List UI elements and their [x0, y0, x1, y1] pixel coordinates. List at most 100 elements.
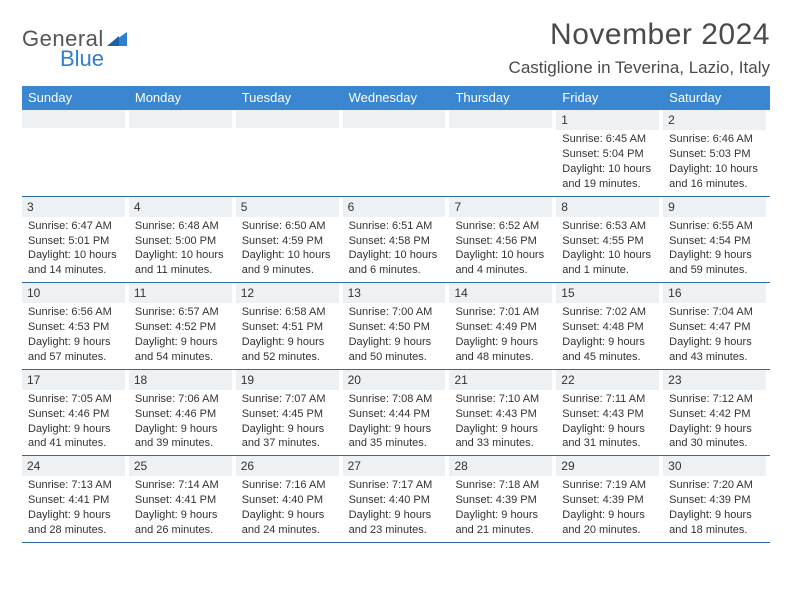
- sunset-text: Sunset: 4:58 PM: [347, 234, 446, 249]
- day-number: 16: [663, 283, 766, 303]
- daylight-text: Daylight: 9 hours: [347, 335, 446, 350]
- day-number: 19: [236, 370, 339, 390]
- day-cell: 1Sunrise: 6:45 AMSunset: 5:04 PMDaylight…: [556, 110, 663, 196]
- day-cell: 3Sunrise: 6:47 AMSunset: 5:01 PMDaylight…: [22, 197, 129, 283]
- sunset-text: Sunset: 4:46 PM: [133, 407, 232, 422]
- daylight-text: and 20 minutes.: [560, 523, 659, 538]
- sunrise-text: Sunrise: 7:10 AM: [453, 392, 552, 407]
- day-number: 17: [22, 370, 125, 390]
- sunrise-text: Sunrise: 6:52 AM: [453, 219, 552, 234]
- day-number: 23: [663, 370, 766, 390]
- sunset-text: Sunset: 4:52 PM: [133, 320, 232, 335]
- day-cell: 5Sunrise: 6:50 AMSunset: 4:59 PMDaylight…: [236, 197, 343, 283]
- daylight-text: and 31 minutes.: [560, 436, 659, 451]
- sunrise-text: Sunrise: 7:13 AM: [26, 478, 125, 493]
- daylight-text: Daylight: 10 hours: [667, 162, 766, 177]
- day-details: Sunrise: 7:04 AMSunset: 4:47 PMDaylight:…: [663, 305, 766, 364]
- logo: General Blue: [22, 18, 127, 70]
- daylight-text: Daylight: 9 hours: [560, 508, 659, 523]
- sunset-text: Sunset: 4:43 PM: [453, 407, 552, 422]
- sunset-text: Sunset: 4:39 PM: [560, 493, 659, 508]
- daylight-text: and 43 minutes.: [667, 350, 766, 365]
- daylight-text: and 35 minutes.: [347, 436, 446, 451]
- daylight-text: Daylight: 9 hours: [667, 248, 766, 263]
- daylight-text: Daylight: 10 hours: [240, 248, 339, 263]
- daylight-text: and 28 minutes.: [26, 523, 125, 538]
- daylight-text: Daylight: 9 hours: [240, 335, 339, 350]
- day-number: [129, 110, 232, 128]
- sunset-text: Sunset: 4:46 PM: [26, 407, 125, 422]
- day-number: 8: [556, 197, 659, 217]
- sunrise-text: Sunrise: 7:12 AM: [667, 392, 766, 407]
- day-number: [22, 110, 125, 128]
- sunrise-text: Sunrise: 7:05 AM: [26, 392, 125, 407]
- day-details: Sunrise: 6:46 AMSunset: 5:03 PMDaylight:…: [663, 132, 766, 191]
- daylight-text: Daylight: 10 hours: [26, 248, 125, 263]
- day-details: Sunrise: 6:57 AMSunset: 4:52 PMDaylight:…: [129, 305, 232, 364]
- sunset-text: Sunset: 5:03 PM: [667, 147, 766, 162]
- week-row: 17Sunrise: 7:05 AMSunset: 4:46 PMDayligh…: [22, 370, 770, 457]
- day-number: [343, 110, 446, 128]
- sunrise-text: Sunrise: 6:58 AM: [240, 305, 339, 320]
- day-header: Tuesday: [236, 86, 343, 110]
- day-number: 12: [236, 283, 339, 303]
- day-cell: 29 Sunrise: 7:19 AMSunset: 4:39 PMDayligh…: [556, 456, 663, 542]
- sunrise-text: Sunrise: 7:20 AM: [667, 478, 766, 493]
- day-details: Sunrise: 7:18 AMSunset: 4:39 PMDaylight:…: [449, 478, 552, 537]
- sunrise-text: Sunrise: 7:19 AM: [560, 478, 659, 493]
- day-number: 10: [22, 283, 125, 303]
- day-cell: 15Sunrise: 7:02 AMSunset: 4:48 PMDayligh…: [556, 283, 663, 369]
- sunrise-text: Sunrise: 7:16 AM: [240, 478, 339, 493]
- daylight-text: and 33 minutes.: [453, 436, 552, 451]
- day-details: Sunrise: 6:53 AMSunset: 4:55 PMDaylight:…: [556, 219, 659, 278]
- day-number: 1: [556, 110, 659, 130]
- daylight-text: Daylight: 10 hours: [560, 162, 659, 177]
- day-header-row: SundayMondayTuesdayWednesdayThursdayFrid…: [22, 86, 770, 110]
- sunrise-text: Sunrise: 7:01 AM: [453, 305, 552, 320]
- day-cell: 25Sunrise: 7:14 AMSunset: 4:41 PMDayligh…: [129, 456, 236, 542]
- day-details: Sunrise: 7:02 AMSunset: 4:48 PMDaylight:…: [556, 305, 659, 364]
- sunset-text: Sunset: 4:48 PM: [560, 320, 659, 335]
- daylight-text: and 48 minutes.: [453, 350, 552, 365]
- daylight-text: Daylight: 10 hours: [453, 248, 552, 263]
- sunrise-text: Sunrise: 7:08 AM: [347, 392, 446, 407]
- sunset-text: Sunset: 4:42 PM: [667, 407, 766, 422]
- day-details: Sunrise: 6:56 AMSunset: 4:53 PMDaylight:…: [22, 305, 125, 364]
- day-cell: 27Sunrise: 7:17 AMSunset: 4:40 PMDayligh…: [343, 456, 450, 542]
- day-cell: 11Sunrise: 6:57 AMSunset: 4:52 PMDayligh…: [129, 283, 236, 369]
- sunrise-text: Sunrise: 7:06 AM: [133, 392, 232, 407]
- day-details: Sunrise: 7:11 AMSunset: 4:43 PMDaylight:…: [556, 392, 659, 451]
- day-cell: 8Sunrise: 6:53 AMSunset: 4:55 PMDaylight…: [556, 197, 663, 283]
- day-cell: [236, 110, 343, 196]
- sunrise-text: Sunrise: 7:18 AM: [453, 478, 552, 493]
- sunset-text: Sunset: 4:54 PM: [667, 234, 766, 249]
- sunrise-text: Sunrise: 6:50 AM: [240, 219, 339, 234]
- day-details: Sunrise: 6:58 AMSunset: 4:51 PMDaylight:…: [236, 305, 339, 364]
- day-cell: 26Sunrise: 7:16 AMSunset: 4:40 PMDayligh…: [236, 456, 343, 542]
- daylight-text: and 59 minutes.: [667, 263, 766, 278]
- day-header: Monday: [129, 86, 236, 110]
- sunrise-text: Sunrise: 6:57 AM: [133, 305, 232, 320]
- daylight-text: Daylight: 9 hours: [133, 422, 232, 437]
- header: General Blue November 2024 Castiglione i…: [22, 18, 770, 78]
- day-number: 7: [449, 197, 552, 217]
- day-details: Sunrise: 6:45 AMSunset: 5:04 PMDaylight:…: [556, 132, 659, 191]
- day-cell: 9Sunrise: 6:55 AMSunset: 4:54 PMDaylight…: [663, 197, 770, 283]
- calendar: SundayMondayTuesdayWednesdayThursdayFrid…: [22, 86, 770, 543]
- day-number: 15: [556, 283, 659, 303]
- sunset-text: Sunset: 4:51 PM: [240, 320, 339, 335]
- weeks-container: 1Sunrise: 6:45 AMSunset: 5:04 PMDaylight…: [22, 110, 770, 543]
- day-cell: 13Sunrise: 7:00 AMSunset: 4:50 PMDayligh…: [343, 283, 450, 369]
- day-header: Saturday: [663, 86, 770, 110]
- day-cell: 19Sunrise: 7:07 AMSunset: 4:45 PMDayligh…: [236, 370, 343, 456]
- sunset-text: Sunset: 4:41 PM: [26, 493, 125, 508]
- sunrise-text: Sunrise: 6:53 AM: [560, 219, 659, 234]
- daylight-text: Daylight: 9 hours: [347, 422, 446, 437]
- day-cell: 10Sunrise: 6:56 AMSunset: 4:53 PMDayligh…: [22, 283, 129, 369]
- day-number: 5: [236, 197, 339, 217]
- day-details: Sunrise: 7:12 AMSunset: 4:42 PMDaylight:…: [663, 392, 766, 451]
- day-details: Sunrise: 7:10 AMSunset: 4:43 PMDaylight:…: [449, 392, 552, 451]
- sunrise-text: Sunrise: 6:45 AM: [560, 132, 659, 147]
- day-number: 29: [556, 456, 659, 476]
- day-cell: 14Sunrise: 7:01 AMSunset: 4:49 PMDayligh…: [449, 283, 556, 369]
